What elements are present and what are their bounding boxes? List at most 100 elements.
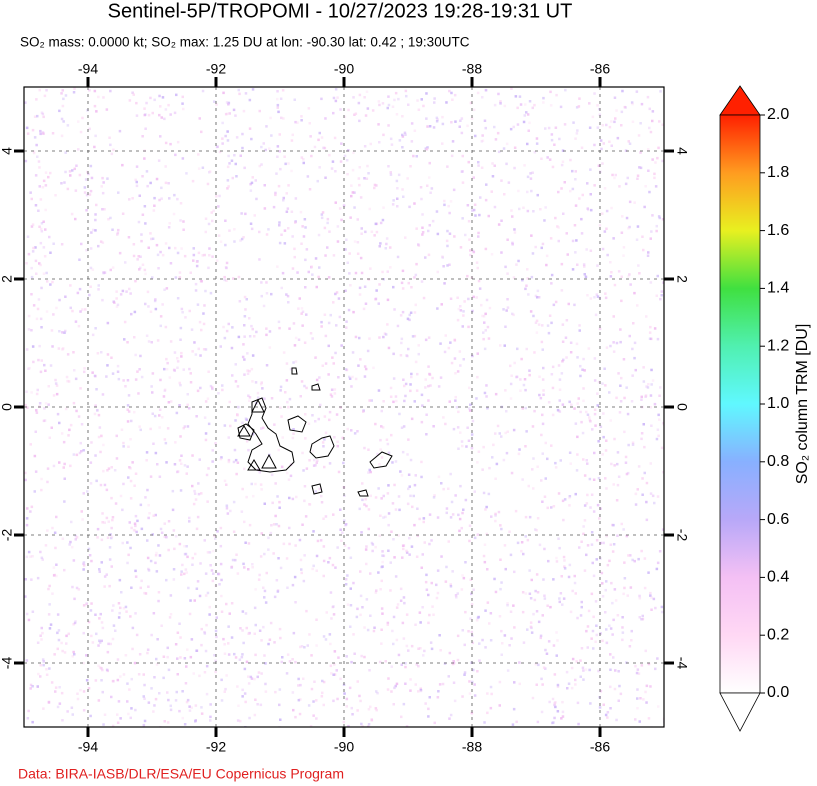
speckle (158, 414, 161, 417)
speckle (476, 266, 479, 270)
speckle (190, 638, 194, 641)
speckle (211, 449, 214, 452)
speckle (563, 498, 567, 501)
speckle (553, 673, 557, 676)
speckle (520, 549, 523, 553)
speckle (586, 294, 589, 297)
speckle (205, 692, 209, 696)
speckle (40, 326, 43, 329)
speckle (358, 93, 362, 97)
speckle (389, 171, 392, 174)
speckle (129, 546, 132, 550)
speckle (618, 411, 622, 414)
speckle (402, 195, 405, 198)
speckle (156, 638, 159, 641)
speckle (396, 187, 399, 190)
speckle (602, 703, 605, 706)
speckle (118, 578, 122, 582)
speckle (575, 239, 578, 242)
speckle (260, 145, 263, 149)
speckle (132, 254, 136, 258)
speckle (583, 265, 586, 268)
speckle (506, 602, 509, 605)
speckle (425, 588, 429, 591)
speckle (222, 91, 225, 95)
speckle (139, 354, 142, 358)
speckle (82, 604, 86, 607)
speckle (285, 672, 289, 675)
speckle (472, 108, 476, 112)
speckle (53, 653, 56, 656)
speckle (165, 287, 169, 290)
speckle (534, 663, 538, 666)
speckle (526, 113, 530, 116)
speckle (649, 130, 653, 134)
speckle (432, 613, 435, 616)
speckle (208, 605, 211, 609)
speckle (620, 522, 623, 526)
speckle (140, 579, 143, 583)
speckle (424, 256, 427, 259)
speckle (415, 663, 418, 666)
speckle (317, 233, 321, 237)
speckle (100, 434, 103, 438)
speckle (583, 504, 587, 507)
speckle (532, 314, 535, 318)
speckle (367, 527, 370, 531)
speckle (179, 636, 182, 639)
speckle (159, 324, 162, 328)
speckle (558, 378, 562, 381)
speckle (169, 262, 173, 265)
speckle (400, 663, 403, 666)
speckle (461, 629, 464, 632)
speckle (482, 491, 486, 495)
speckle (422, 520, 425, 524)
speckle (305, 467, 309, 470)
speckle (389, 137, 393, 141)
speckle (538, 375, 541, 378)
speckle (39, 198, 43, 201)
speckle (441, 256, 444, 259)
speckle (559, 105, 563, 109)
speckle (630, 639, 633, 642)
speckle (334, 170, 337, 173)
speckle (526, 628, 529, 631)
speckle (137, 392, 140, 395)
speckle (29, 191, 32, 194)
speckle (616, 483, 620, 487)
speckle (283, 242, 287, 245)
speckle (636, 707, 639, 710)
speckle (513, 146, 517, 149)
speckle (471, 309, 474, 313)
speckle (518, 448, 521, 451)
speckle (365, 504, 368, 508)
speckle (72, 623, 75, 626)
speckle (315, 618, 318, 621)
speckle (586, 646, 589, 649)
speckle (129, 497, 133, 500)
speckle (493, 125, 496, 129)
speckle (350, 706, 353, 710)
speckle (199, 562, 202, 565)
speckle (630, 400, 634, 403)
speckle (285, 192, 288, 195)
speckle (197, 251, 201, 255)
speckle (509, 397, 513, 400)
speckle (326, 221, 329, 225)
speckle (182, 426, 185, 430)
speckle (613, 588, 617, 591)
colorbar-max-arrow (719, 85, 761, 116)
speckle (456, 592, 459, 595)
speckle (53, 573, 56, 577)
speckle (375, 184, 378, 187)
speckle (122, 482, 125, 486)
speckle (27, 709, 30, 713)
speckle (555, 654, 558, 657)
speckle (60, 432, 64, 435)
speckle (201, 166, 205, 169)
speckle (368, 207, 371, 211)
speckle (250, 367, 254, 371)
speckle (214, 442, 217, 445)
speckle (35, 411, 39, 414)
speckle (364, 230, 367, 234)
